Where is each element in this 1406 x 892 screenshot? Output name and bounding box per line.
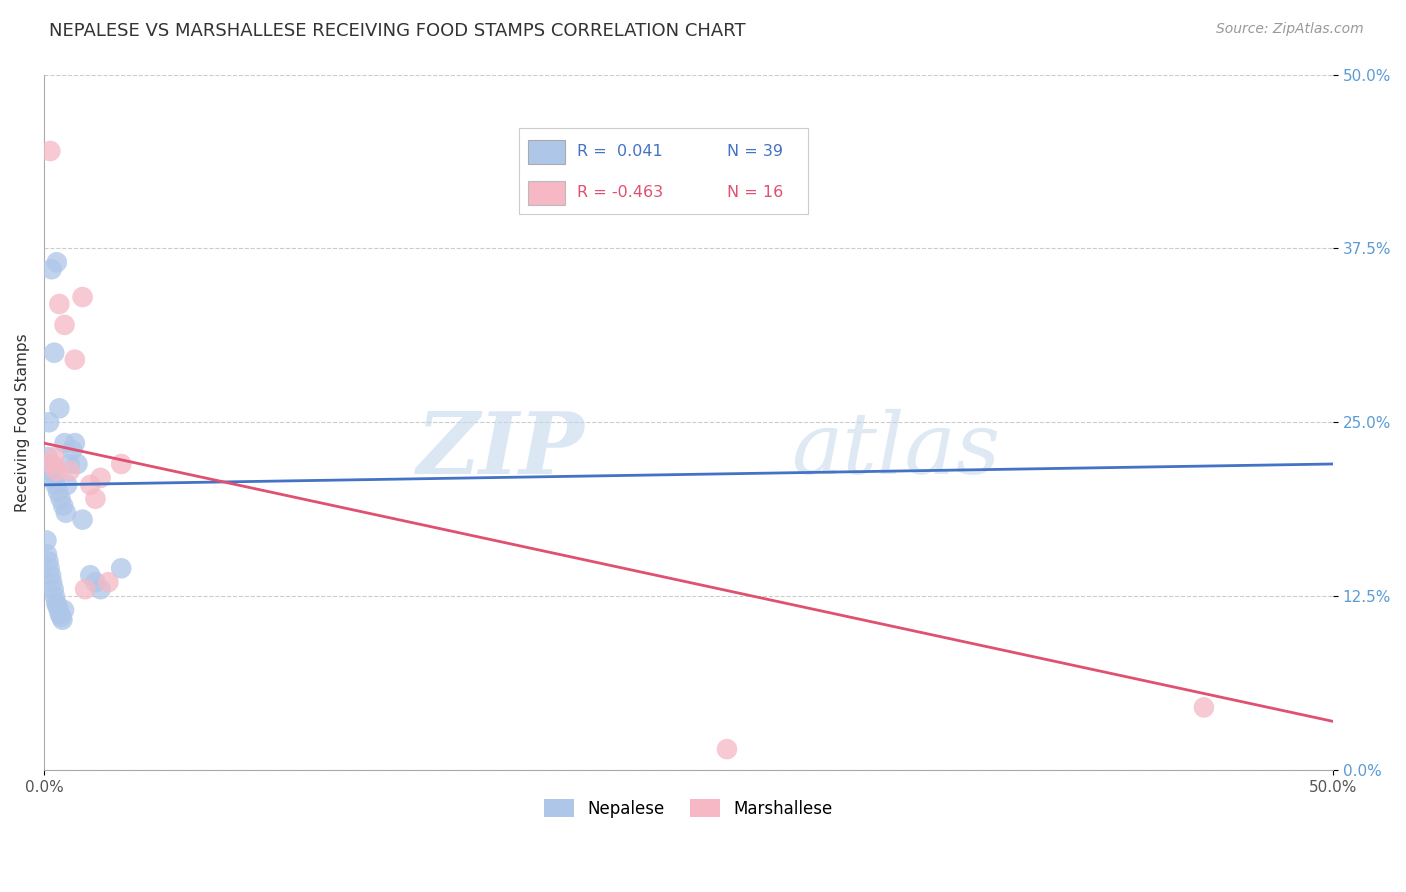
- Point: [53, 318, 76, 332]
- Point: [42, 582, 65, 597]
- Point: [38, 561, 60, 575]
- Point: [53, 436, 76, 450]
- Point: [59, 464, 82, 478]
- Point: [35, 548, 58, 562]
- Point: [72, 290, 94, 304]
- Point: [75, 582, 97, 597]
- Point: [37, 450, 59, 464]
- Point: [110, 457, 132, 471]
- Text: R = -0.463: R = -0.463: [576, 186, 662, 201]
- Point: [49, 491, 72, 506]
- Point: [48, 297, 70, 311]
- Point: [716, 742, 738, 756]
- Point: [39, 464, 62, 478]
- Point: [59, 457, 82, 471]
- Point: [97, 575, 120, 590]
- Text: R =  0.041: R = 0.041: [576, 145, 662, 159]
- Point: [1192, 700, 1215, 714]
- Text: Source: ZipAtlas.com: Source: ZipAtlas.com: [1216, 22, 1364, 37]
- Point: [56, 478, 79, 492]
- Point: [41, 262, 63, 277]
- Point: [44, 345, 66, 359]
- Point: [46, 599, 69, 613]
- Point: [44, 589, 66, 603]
- Y-axis label: Receiving Food Stamps: Receiving Food Stamps: [15, 333, 30, 512]
- Point: [44, 478, 66, 492]
- Point: [63, 352, 86, 367]
- Text: ZIP: ZIP: [418, 409, 585, 491]
- Point: [90, 471, 112, 485]
- Point: [79, 478, 101, 492]
- Point: [55, 506, 77, 520]
- Point: [63, 436, 86, 450]
- Point: [39, 144, 62, 158]
- Point: [45, 255, 67, 269]
- Point: [46, 484, 69, 499]
- Point: [110, 561, 132, 575]
- Point: [41, 575, 63, 590]
- Text: NEPALESE VS MARSHALLESE RECEIVING FOOD STAMPS CORRELATION CHART: NEPALESE VS MARSHALLESE RECEIVING FOOD S…: [49, 22, 745, 40]
- Point: [49, 607, 72, 622]
- Point: [48, 603, 70, 617]
- Point: [48, 401, 70, 416]
- Point: [52, 499, 75, 513]
- Point: [44, 450, 66, 464]
- Point: [35, 533, 58, 548]
- Text: N = 39: N = 39: [727, 145, 783, 159]
- Point: [41, 457, 63, 471]
- Point: [53, 603, 76, 617]
- Legend: Nepalese, Marshallese: Nepalese, Marshallese: [537, 793, 839, 824]
- Point: [84, 491, 107, 506]
- Point: [45, 596, 67, 610]
- Point: [79, 568, 101, 582]
- Point: [84, 575, 107, 590]
- Point: [72, 513, 94, 527]
- Point: [42, 471, 65, 485]
- Text: N = 16: N = 16: [727, 186, 783, 201]
- Point: [60, 443, 83, 458]
- Point: [45, 464, 67, 478]
- Point: [51, 610, 73, 624]
- FancyBboxPatch shape: [527, 181, 565, 205]
- Point: [51, 613, 73, 627]
- Point: [39, 568, 62, 582]
- Text: atlas: atlas: [792, 409, 1001, 491]
- Point: [38, 415, 60, 429]
- Point: [38, 554, 60, 568]
- Point: [90, 582, 112, 597]
- FancyBboxPatch shape: [527, 140, 565, 164]
- Point: [66, 457, 89, 471]
